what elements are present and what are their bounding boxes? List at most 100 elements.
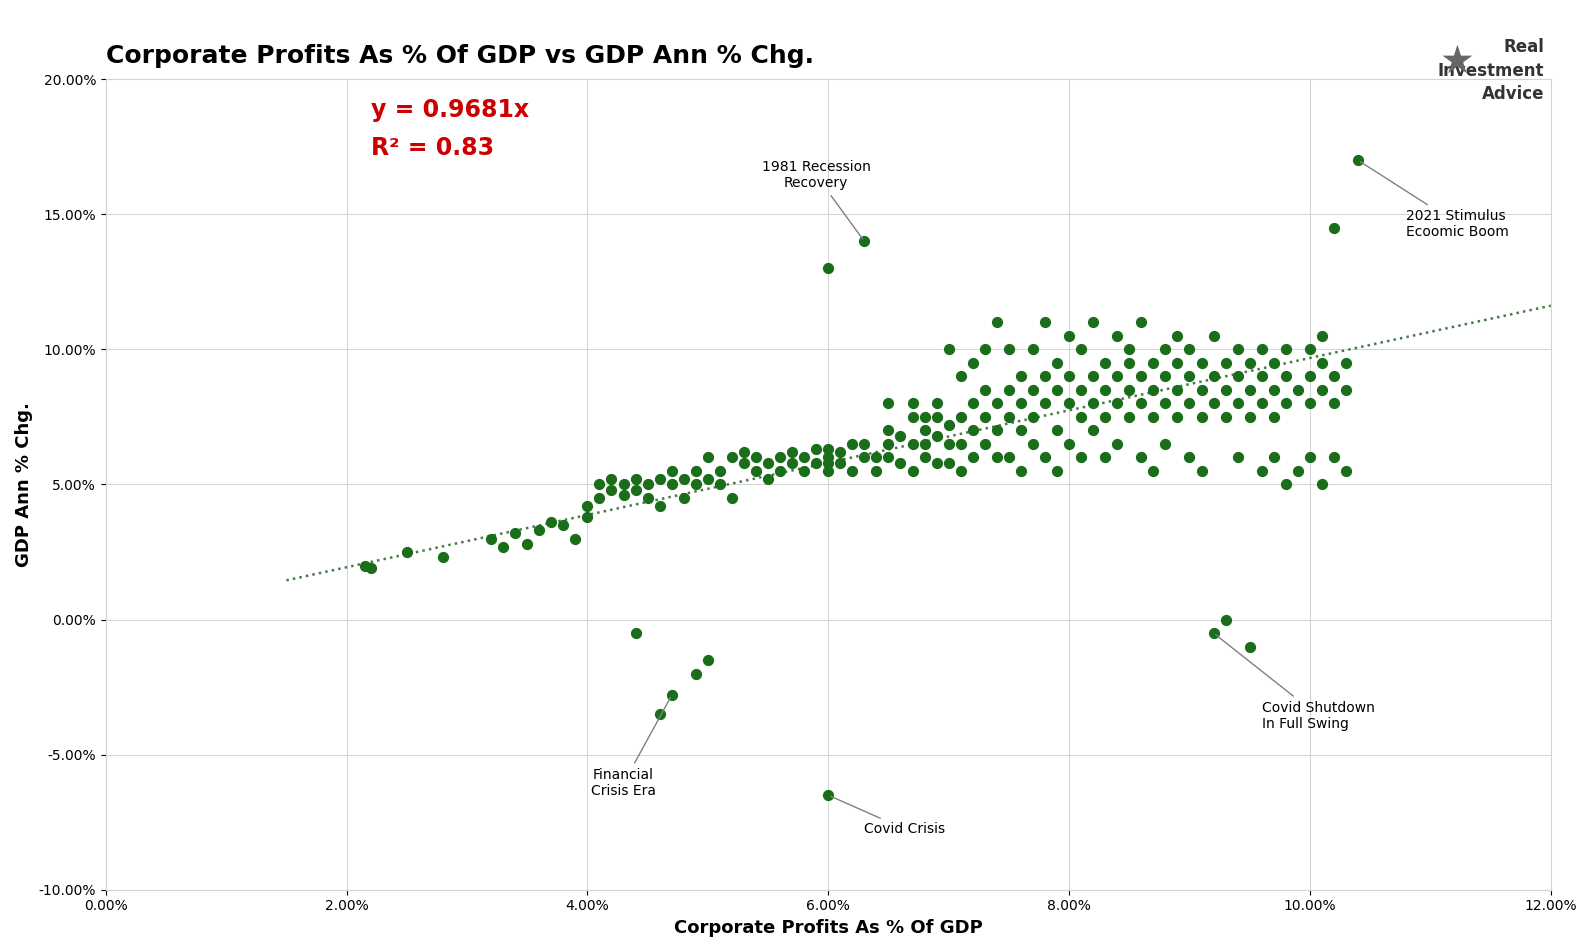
Point: [1153, 436, 1178, 451]
Point: [1250, 342, 1275, 357]
Point: [731, 455, 756, 470]
Point: [899, 409, 925, 425]
Point: [1176, 342, 1202, 357]
Point: [1116, 409, 1141, 425]
Point: [864, 464, 890, 479]
Point: [852, 450, 877, 466]
Point: [815, 442, 841, 457]
Point: [755, 471, 780, 486]
Text: y = 0.9681x: y = 0.9681x: [371, 98, 529, 122]
Point: [683, 666, 708, 682]
Point: [635, 490, 661, 506]
Point: [1129, 450, 1154, 466]
Point: [743, 464, 769, 479]
Point: [852, 436, 877, 451]
Text: Covid Shutdown
In Full Swing: Covid Shutdown In Full Swing: [1216, 635, 1374, 731]
Point: [960, 396, 985, 411]
Text: 1981 Recession
Recovery: 1981 Recession Recovery: [761, 160, 871, 239]
Point: [780, 445, 806, 460]
Point: [1285, 383, 1310, 398]
Point: [575, 509, 600, 525]
Point: [1044, 423, 1070, 438]
Point: [1105, 396, 1130, 411]
Point: [683, 464, 708, 479]
Point: [780, 455, 806, 470]
Point: [1008, 368, 1033, 384]
Point: [707, 464, 732, 479]
Point: [1213, 409, 1239, 425]
Point: [1092, 355, 1118, 370]
Point: [1321, 450, 1347, 466]
Point: [767, 464, 793, 479]
Point: [997, 383, 1022, 398]
Point: [960, 450, 985, 466]
Point: [1297, 368, 1323, 384]
Point: [899, 396, 925, 411]
Point: [1200, 396, 1226, 411]
Point: [1333, 355, 1358, 370]
Point: [1068, 383, 1094, 398]
Point: [1068, 342, 1094, 357]
Point: [1081, 423, 1106, 438]
Point: [1140, 383, 1165, 398]
Point: [828, 445, 853, 460]
Text: Corporate Profits As % Of GDP vs GDP Ann % Chg.: Corporate Profits As % Of GDP vs GDP Ann…: [105, 44, 814, 68]
Point: [1165, 409, 1191, 425]
Point: [611, 487, 637, 503]
Point: [1176, 450, 1202, 466]
Point: [1129, 396, 1154, 411]
Point: [1285, 464, 1310, 479]
Point: [538, 515, 564, 530]
Point: [1297, 450, 1323, 466]
Point: [1032, 315, 1057, 330]
Point: [1129, 315, 1154, 330]
Point: [611, 477, 637, 492]
Point: [720, 490, 745, 506]
Point: [923, 396, 949, 411]
Point: [876, 396, 901, 411]
Point: [1140, 464, 1165, 479]
Point: [1057, 396, 1083, 411]
Point: [997, 450, 1022, 466]
Point: [852, 233, 877, 248]
Point: [478, 531, 503, 546]
Text: R² = 0.83: R² = 0.83: [371, 136, 494, 160]
Point: [1092, 409, 1118, 425]
Point: [599, 483, 624, 498]
Point: [912, 436, 938, 451]
Point: [984, 396, 1009, 411]
Point: [1105, 368, 1130, 384]
Point: [1044, 355, 1070, 370]
Text: Real
Investment
Advice: Real Investment Advice: [1438, 38, 1544, 103]
Point: [876, 423, 901, 438]
Point: [352, 558, 377, 573]
Point: [912, 409, 938, 425]
Text: Financial
Crisis Era: Financial Crisis Era: [591, 698, 670, 799]
Point: [1261, 355, 1286, 370]
Point: [1213, 383, 1239, 398]
Point: [755, 455, 780, 470]
Point: [973, 383, 998, 398]
Point: [1224, 368, 1250, 384]
Point: [1237, 639, 1262, 654]
Point: [1309, 477, 1334, 492]
Point: [1165, 383, 1191, 398]
Point: [646, 471, 672, 486]
Point: [659, 464, 685, 479]
Point: [1081, 315, 1106, 330]
Point: [973, 436, 998, 451]
Point: [1189, 409, 1215, 425]
Point: [1321, 368, 1347, 384]
Point: [395, 545, 420, 560]
Point: [707, 477, 732, 492]
Point: [1189, 383, 1215, 398]
Point: [1274, 396, 1299, 411]
Point: [635, 477, 661, 492]
Point: [997, 342, 1022, 357]
Point: [1140, 355, 1165, 370]
Point: [358, 561, 384, 576]
Point: [622, 483, 648, 498]
Point: [804, 455, 829, 470]
Point: [1237, 409, 1262, 425]
Point: [936, 342, 962, 357]
